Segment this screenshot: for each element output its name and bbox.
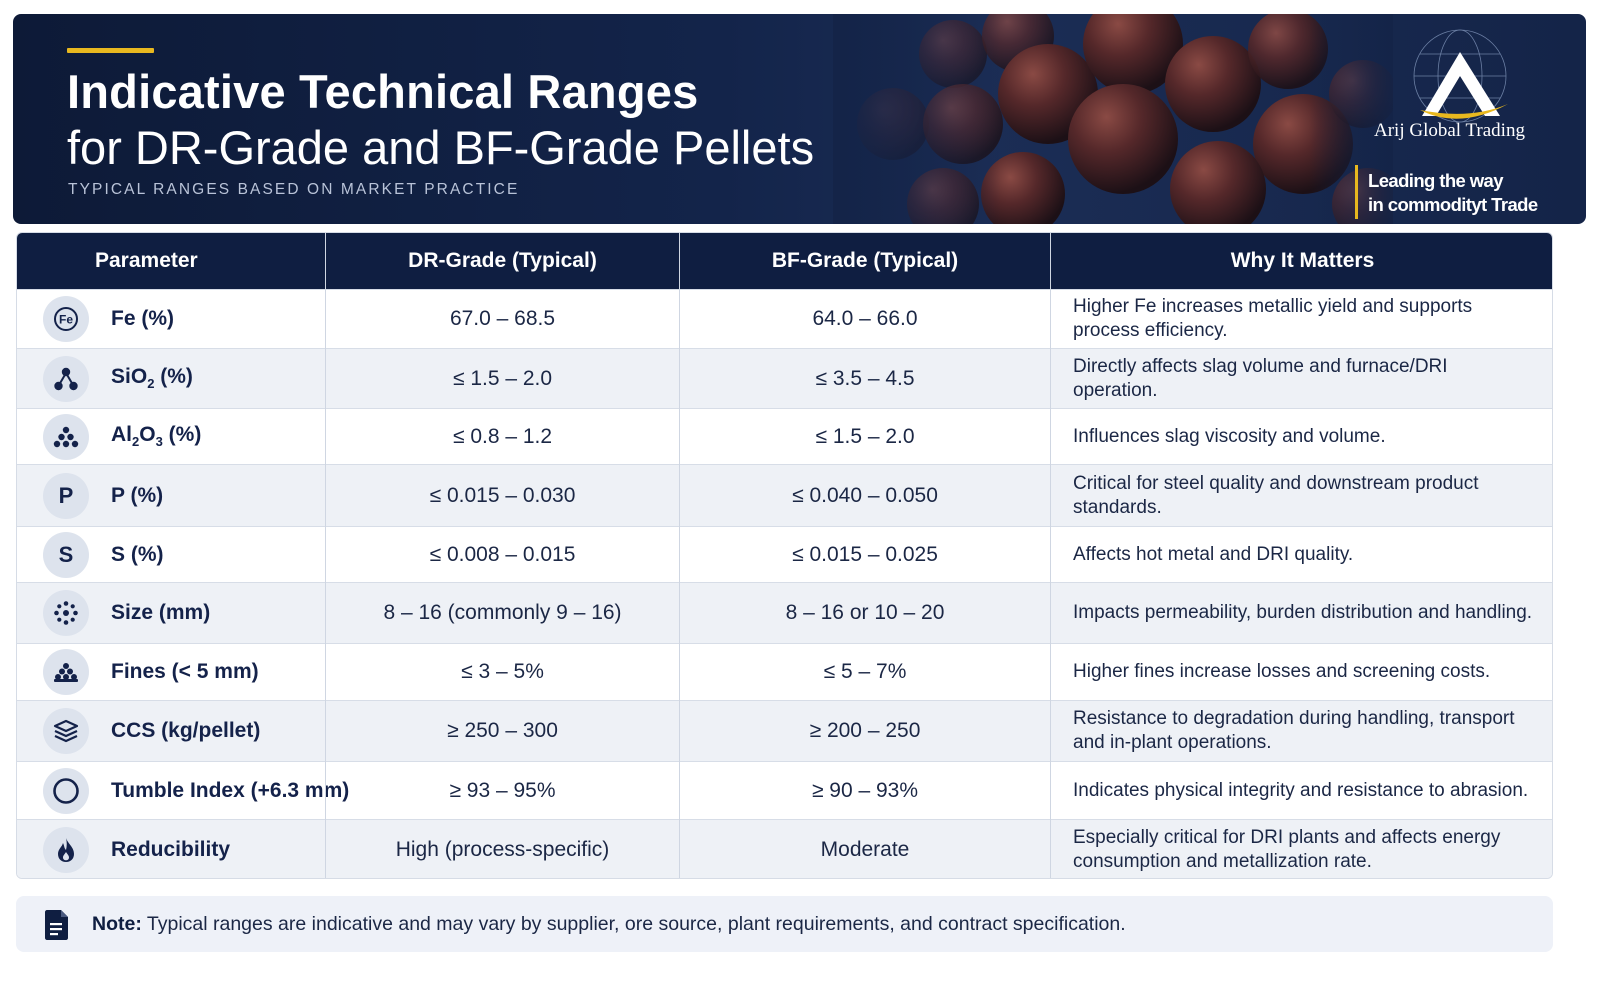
company-logo-icon bbox=[1413, 29, 1508, 123]
param-name: CCS (kg/pellet) bbox=[111, 719, 261, 742]
bf-value: ≤ 3.5 – 4.5 bbox=[815, 366, 915, 390]
bf-value: 8 – 16 or 10 – 20 bbox=[785, 601, 945, 624]
why-text: Higher Fe increases metallic yield and s… bbox=[1073, 296, 1473, 341]
bf-value: 64.0 – 66.0 bbox=[812, 307, 918, 330]
param-name: Tumble Index (+6.3 mm) bbox=[111, 778, 350, 802]
layers-icon bbox=[43, 708, 89, 754]
bf-value: ≤ 5 – 7% bbox=[823, 660, 907, 683]
column-divider bbox=[325, 233, 326, 878]
param-cell: Tumble Index (+6.3 mm) bbox=[17, 762, 349, 819]
column-divider bbox=[1050, 233, 1051, 878]
table-row: Tumble Index (+6.3 mm) ≥ 93 – 95% ≥ 90 –… bbox=[17, 761, 1552, 819]
param-cell: Size (mm) bbox=[17, 583, 325, 643]
letter-s-icon: S bbox=[43, 531, 89, 578]
bf-value: ≥ 90 – 93% bbox=[811, 778, 919, 802]
param-cell: P P (%) bbox=[17, 465, 325, 526]
accent-line bbox=[67, 48, 154, 53]
svg-text:Fe: Fe bbox=[59, 313, 73, 327]
table-row: Reducibility High (process-specific) Mod… bbox=[17, 819, 1552, 878]
bf-value: ≥ 200 – 250 bbox=[809, 719, 921, 742]
dots-ring-icon bbox=[43, 590, 89, 636]
document-icon bbox=[45, 910, 68, 940]
bf-value: ≤ 1.5 – 2.0 bbox=[815, 424, 915, 448]
param-cell: CCS (kg/pellet) bbox=[17, 701, 325, 761]
param-name: SiO2 (%) bbox=[111, 365, 193, 392]
table-row: Size (mm) 8 – 16 (commonly 9 – 16) 8 – 1… bbox=[17, 582, 1552, 643]
header-why-it-matters: Why It Matters bbox=[1230, 249, 1375, 272]
tagline-accent bbox=[1355, 165, 1358, 219]
dr-value: ≤ 0.008 – 0.015 bbox=[429, 542, 576, 566]
param-cell: SiO2 (%) bbox=[17, 349, 325, 408]
header-banner: Indicative Technical Ranges for DR-Grade… bbox=[13, 14, 1586, 224]
tagline-line2: in commodityt Trade bbox=[1368, 194, 1538, 215]
page-subtitle: TYPICAL RANGES BASED ON MARKET PRACTICE bbox=[68, 181, 520, 198]
param-name: Reducibility bbox=[111, 838, 231, 861]
param-name: P (%) bbox=[111, 483, 164, 507]
param-cell: S S (%) bbox=[17, 527, 325, 582]
dr-value: ≤ 0.8 – 1.2 bbox=[452, 424, 553, 448]
param-name: S (%) bbox=[111, 542, 164, 566]
why-text: Higher fines increase losses and screeni… bbox=[1073, 661, 1491, 682]
header-bf-grade: BF-Grade (Typical) bbox=[771, 249, 959, 272]
table-row: SiO2 (%) ≤ 1.5 – 2.0 ≤ 3.5 – 4.5 Directl… bbox=[17, 348, 1552, 408]
letter-p-icon: P bbox=[43, 472, 89, 519]
bf-value: Moderate bbox=[820, 838, 910, 861]
table-row: Fe Fe (%) 67.0 – 68.5 64.0 – 66.0 Higher… bbox=[17, 289, 1552, 348]
dr-value: ≥ 93 – 95% bbox=[449, 778, 556, 802]
dr-value: ≥ 250 – 300 bbox=[447, 719, 558, 742]
param-cell: Fines (< 5 mm) bbox=[17, 644, 325, 700]
ring-icon bbox=[43, 767, 89, 814]
why-text: Directly affects slag volume and furnace… bbox=[1073, 355, 1448, 401]
fe-element-icon: Fe bbox=[43, 296, 89, 342]
tagline-line1: Leading the way bbox=[1368, 170, 1504, 191]
dr-value: 67.0 – 68.5 bbox=[449, 307, 556, 330]
why-text: Critical for steel quality and downstrea… bbox=[1073, 472, 1479, 518]
dr-value: High (process-specific) bbox=[395, 838, 610, 861]
molecule-icon bbox=[43, 355, 89, 402]
note-box: Note: Typical ranges are indicative and … bbox=[16, 896, 1553, 952]
ranges-table: Parameter DR-Grade (Typical) BF-Grade (T… bbox=[16, 232, 1553, 879]
why-text: Resistance to degradation during handlin… bbox=[1073, 708, 1515, 753]
company-name: Arij Global Trading bbox=[1374, 120, 1525, 141]
page-title: Indicative Technical Ranges bbox=[67, 65, 699, 118]
dr-value: ≤ 3 – 5% bbox=[461, 660, 544, 683]
header-dr-grade: DR-Grade (Typical) bbox=[408, 249, 597, 272]
pile-icon bbox=[43, 649, 89, 695]
column-divider bbox=[679, 233, 680, 878]
table-row: CCS (kg/pellet) ≥ 250 – 300 ≥ 200 – 250 … bbox=[17, 700, 1552, 761]
why-text: Especially critical for DRI plants and a… bbox=[1073, 827, 1501, 872]
flame-icon bbox=[43, 827, 89, 873]
why-text: Influences slag viscosity and volume. bbox=[1073, 425, 1386, 447]
table-row: Al2O3 (%) ≤ 0.8 – 1.2 ≤ 1.5 – 2.0 Influe… bbox=[17, 408, 1552, 464]
dr-value: 8 – 16 (commonly 9 – 16) bbox=[383, 601, 622, 624]
company-tagline: Leading the way in commodityt Trade bbox=[1368, 169, 1538, 217]
pile-dots-icon bbox=[43, 413, 89, 460]
param-cell: Fe Fe (%) bbox=[17, 290, 325, 348]
param-name: Fe (%) bbox=[111, 307, 174, 330]
bf-value: ≤ 0.040 – 0.050 bbox=[792, 483, 938, 507]
header-parameter: Parameter bbox=[95, 249, 198, 272]
table-row: Fines (< 5 mm) ≤ 3 – 5% ≤ 5 – 7% Higher … bbox=[17, 643, 1552, 700]
param-name: Al2O3 (%) bbox=[111, 423, 202, 450]
dr-value: ≤ 1.5 – 2.0 bbox=[452, 366, 553, 390]
param-cell: Al2O3 (%) bbox=[17, 409, 325, 464]
table-row: S S (%) ≤ 0.008 – 0.015 ≤ 0.015 – 0.025 … bbox=[17, 526, 1552, 582]
note-text: Note: Typical ranges are indicative and … bbox=[92, 912, 1126, 935]
pellets-image bbox=[833, 14, 1393, 224]
why-text: Impacts permeability, burden distributio… bbox=[1073, 602, 1533, 623]
page-title-line2: for DR-Grade and BF-Grade Pellets bbox=[67, 121, 815, 174]
dr-value: ≤ 0.015 – 0.030 bbox=[429, 483, 576, 507]
param-name: Size (mm) bbox=[111, 601, 211, 624]
param-cell: Reducibility bbox=[17, 820, 325, 878]
table-row: P P (%) ≤ 0.015 – 0.030 ≤ 0.040 – 0.050 … bbox=[17, 464, 1552, 526]
why-text: Indicates physical integrity and resista… bbox=[1073, 779, 1529, 801]
param-name: Fines (< 5 mm) bbox=[111, 660, 259, 683]
why-text: Affects hot metal and DRI quality. bbox=[1073, 543, 1354, 565]
table-header: Parameter DR-Grade (Typical) BF-Grade (T… bbox=[17, 233, 1552, 289]
bf-value: ≤ 0.015 – 0.025 bbox=[792, 542, 938, 566]
